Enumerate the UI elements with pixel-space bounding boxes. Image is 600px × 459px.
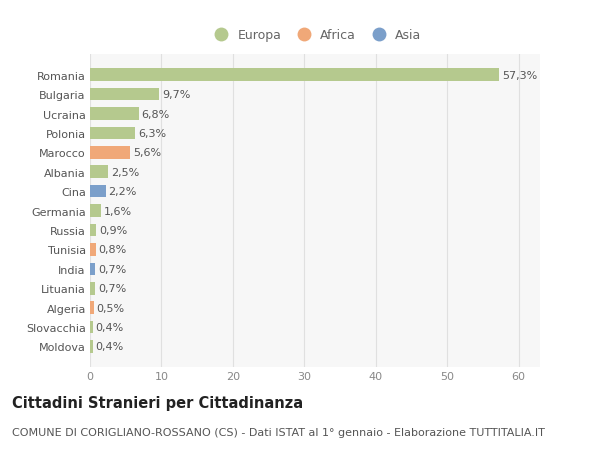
Bar	[90, 341, 93, 353]
Text: 1,6%: 1,6%	[104, 206, 133, 216]
Text: 0,5%: 0,5%	[97, 303, 125, 313]
Bar	[90, 224, 97, 237]
Text: 5,6%: 5,6%	[133, 148, 161, 158]
Text: 0,4%: 0,4%	[96, 322, 124, 332]
Bar	[90, 147, 130, 159]
Bar	[90, 321, 93, 334]
Text: 0,4%: 0,4%	[96, 342, 124, 352]
Bar	[90, 282, 95, 295]
Text: 9,7%: 9,7%	[162, 90, 191, 100]
Bar	[90, 166, 108, 179]
Bar	[90, 89, 159, 101]
Bar	[90, 244, 96, 256]
Text: 2,2%: 2,2%	[109, 187, 137, 197]
Text: Cittadini Stranieri per Cittadinanza: Cittadini Stranieri per Cittadinanza	[12, 395, 303, 410]
Bar	[90, 263, 95, 275]
Text: 6,3%: 6,3%	[138, 129, 166, 139]
Bar	[90, 185, 106, 198]
Text: 2,5%: 2,5%	[111, 168, 139, 177]
Bar	[90, 127, 135, 140]
Bar	[90, 205, 101, 218]
Text: 0,7%: 0,7%	[98, 264, 126, 274]
Bar	[90, 108, 139, 121]
Text: 57,3%: 57,3%	[502, 71, 538, 80]
Bar	[90, 302, 94, 314]
Text: 0,9%: 0,9%	[99, 225, 128, 235]
Text: 0,7%: 0,7%	[98, 284, 126, 294]
Text: COMUNE DI CORIGLIANO-ROSSANO (CS) - Dati ISTAT al 1° gennaio - Elaborazione TUTT: COMUNE DI CORIGLIANO-ROSSANO (CS) - Dati…	[12, 427, 545, 437]
Legend: Europa, Africa, Asia: Europa, Africa, Asia	[204, 24, 426, 47]
Text: 6,8%: 6,8%	[142, 109, 170, 119]
Bar	[90, 69, 499, 82]
Text: 0,8%: 0,8%	[98, 245, 127, 255]
